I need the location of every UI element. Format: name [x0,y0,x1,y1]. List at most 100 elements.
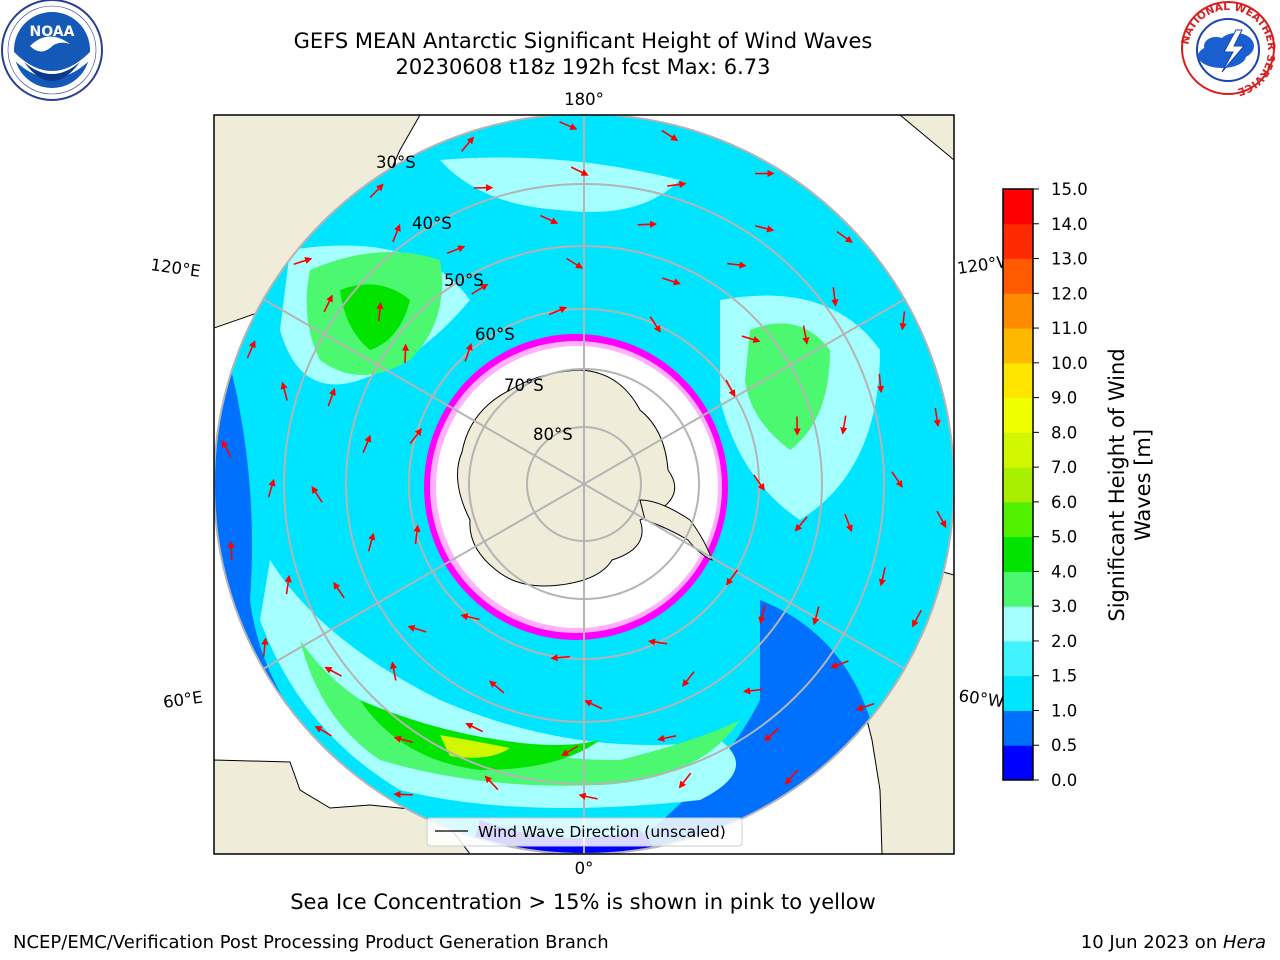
wind-wave-arrow [548,306,568,316]
colorbar-tick-label: 12.0 [1051,284,1088,303]
colorbar-segment [1003,328,1033,364]
wind-wave-arrow [742,687,763,695]
latitude-labels: 30°S 40°S 50°S 60°S 70°S 80°S [376,153,573,444]
footer-host: Hera [1222,932,1266,953]
wind-wave-arrow [763,727,780,742]
colorbar-tick-label: 1.0 [1051,701,1077,720]
wind-wave-arrow [550,654,570,662]
wind-wave-arrow [876,373,885,394]
arrow-legend-label: Wind Wave Direction (unscaled) [478,823,726,841]
lon-label-0: 0° [575,859,594,878]
wind-wave-arrow [578,792,598,800]
wind-wave-arrow [661,129,679,141]
colorbar-segment [1003,606,1033,642]
footer-date: 10 Jun 2023 on Hera [1081,932,1266,953]
colorbar-segment [1003,189,1033,225]
wind-wave-arrow [637,220,658,228]
colorbar-segment [1003,432,1033,468]
lon-label-60e: 60°E [162,688,204,712]
lon-label-120e: 120°E [149,255,201,281]
lat-label-80s: 80°S [533,425,573,444]
colorbar-segment [1003,675,1033,711]
wind-wave-arrow [570,166,589,176]
colorbar-segment [1003,223,1033,260]
colorbar-segment [1003,397,1033,433]
wind-wave-arrow [333,581,345,599]
colorbar-frame [1002,188,1034,781]
colorbar-segment [1003,467,1033,503]
wind-wave-arrow [836,230,853,243]
lon-label-60w: 60°W [957,686,1005,711]
wind-wave-arrow [647,638,668,646]
wind-wave-arrow [389,661,398,681]
wind-wave-arrow [899,311,907,331]
wind-wave-arrow [409,428,422,444]
wind-wave-arrow [831,287,839,307]
wind-wave-arrow [465,722,484,733]
wind-wave-arrow [413,524,421,544]
colorbar-segment [1003,536,1033,572]
lat-label-60s: 60°S [475,325,515,344]
wind-wave-arrow [471,283,489,295]
colorbar-label-line2: Waves [m] [1131,429,1155,541]
wind-wave-arrow [280,381,288,401]
wind-wave-arrow [367,532,376,552]
colorbar-tick-label: 14.0 [1051,215,1088,234]
wind-wave-arrow [755,225,775,233]
wind-wave-arrow [794,516,808,532]
wind-wave-arrow [840,415,848,435]
colorbar-tick-label: 8.0 [1051,423,1077,442]
colorbar-tick-label: 4.0 [1051,562,1077,581]
wind-wave-arrow [323,294,333,313]
lat-label-70s: 70°S [504,376,544,395]
lat-label-30s: 30°S [376,153,416,172]
wind-wave-arrow [741,335,761,344]
wind-wave-arrow [293,257,313,265]
wind-wave-arrow [725,379,736,398]
colorbar-tick-label: 1.5 [1051,667,1077,686]
colorbar-tick-label: 2.0 [1051,632,1077,651]
wind-wave-arrows [221,121,947,800]
noaa-logo: NOAA [1,0,103,101]
sea-ice-note: Sea Ice Concentration > 15% is shown in … [290,890,876,914]
wind-wave-arrow [662,277,681,286]
wind-wave-arrow [802,325,810,345]
colorbar-segment [1003,293,1033,329]
footer-date-text: 10 Jun 2023 on [1080,932,1223,953]
wind-wave-arrow [311,485,323,503]
wind-wave-arrow [376,301,384,322]
lat-label-40s: 40°S [412,214,452,233]
antarctica-land [457,369,676,587]
wind-wave-arrow [911,609,923,628]
wind-wave-arrow [401,343,410,364]
colorbar-segment [1003,745,1033,781]
arrow-legend: Wind Wave Direction (unscaled) [426,817,743,847]
lon-label-180: 180° [564,90,604,109]
wind-wave-arrow [327,387,336,407]
wind-wave-arrow [784,769,798,785]
wind-wave-arrow [559,121,578,130]
wind-wave-arrow [726,569,739,586]
wind-wave-arrow [540,214,559,224]
wind-wave-arrow [392,223,401,243]
wind-wave-arrow [460,613,480,621]
wind-wave-arrow [855,702,875,712]
colorbar-segment [1003,710,1033,746]
colorbar-tick-label: 15.0 [1051,180,1088,199]
wind-wave-arrow [657,734,677,742]
graticule [214,115,954,854]
wind-wave-arrow [464,343,473,362]
nws-logo: NATIONAL WEATHER SERVICE [1179,1,1277,98]
wind-wave-arrow [488,680,505,694]
wind-wave-arrow [566,257,584,269]
colorbar: 0.0 0.5 1.0 1.5 2.0 3.0 4.0 5.0 6.0 7.0 8.0 9.0 10.0… [1002,180,1088,790]
wind-wave-arrow [284,574,292,595]
wind-wave-arrow [221,439,232,458]
colorbar-tick-label: 0.5 [1051,736,1077,755]
colorbar-tick-label: 6.0 [1051,493,1077,512]
colorbar-label-line1: Significant Height of Wind [1105,348,1129,621]
colorbar-segment [1003,640,1033,677]
colorbar-segment [1003,258,1033,294]
wind-wave-arrow [584,700,603,710]
